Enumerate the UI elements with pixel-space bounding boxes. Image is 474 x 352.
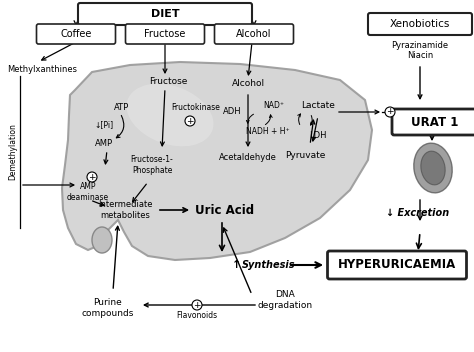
Text: +: +	[193, 301, 201, 309]
Text: Niacin: Niacin	[407, 51, 433, 61]
Text: Purine
compounds: Purine compounds	[82, 298, 134, 318]
Text: Alcohol: Alcohol	[236, 29, 272, 39]
Text: AMP: AMP	[95, 138, 113, 147]
Circle shape	[385, 107, 395, 117]
Text: ↑: ↑	[232, 260, 241, 270]
FancyBboxPatch shape	[368, 13, 472, 35]
Circle shape	[192, 300, 202, 310]
Text: NAD⁺: NAD⁺	[264, 101, 284, 109]
Text: URAT 1: URAT 1	[411, 115, 459, 128]
Circle shape	[185, 116, 195, 126]
Text: Methylxanthines: Methylxanthines	[7, 65, 77, 75]
Text: +: +	[88, 172, 96, 182]
Text: Intermediate
metabolites: Intermediate metabolites	[98, 200, 152, 220]
Text: Pyruvate: Pyruvate	[285, 151, 325, 159]
Text: DIET: DIET	[151, 9, 179, 19]
Circle shape	[87, 172, 97, 182]
Text: NADH + H⁺: NADH + H⁺	[246, 127, 290, 137]
Text: Flavonoids: Flavonoids	[176, 312, 218, 321]
Text: Demethylation: Demethylation	[9, 124, 18, 181]
FancyBboxPatch shape	[328, 251, 466, 279]
Text: ↓ Excretion: ↓ Excretion	[386, 208, 450, 218]
Ellipse shape	[127, 84, 213, 146]
Text: Alcohol: Alcohol	[231, 80, 264, 88]
Text: Xenobiotics: Xenobiotics	[390, 19, 450, 29]
FancyBboxPatch shape	[392, 109, 474, 135]
Text: Fructose: Fructose	[144, 29, 186, 39]
Text: AMP
deaminase: AMP deaminase	[67, 182, 109, 202]
Text: Fructokinase: Fructokinase	[172, 102, 220, 112]
Ellipse shape	[421, 151, 445, 185]
Text: LDH: LDH	[309, 132, 327, 140]
Text: +: +	[386, 107, 394, 117]
Text: HYPERURICAEMIA: HYPERURICAEMIA	[338, 258, 456, 271]
Text: Acetaldehyde: Acetaldehyde	[219, 153, 277, 163]
FancyBboxPatch shape	[126, 24, 204, 44]
Text: ATP: ATP	[114, 103, 129, 113]
Text: Uric Acid: Uric Acid	[195, 203, 255, 216]
Text: ADH: ADH	[223, 107, 241, 117]
Text: ↓[Pi]: ↓[Pi]	[94, 120, 114, 130]
Ellipse shape	[92, 227, 112, 253]
Text: DNA
degradation: DNA degradation	[257, 290, 312, 310]
Polygon shape	[62, 62, 372, 260]
FancyBboxPatch shape	[36, 24, 116, 44]
Text: Lactate: Lactate	[301, 101, 335, 109]
Text: Fructose: Fructose	[149, 77, 187, 87]
FancyBboxPatch shape	[215, 24, 293, 44]
Text: Pyrazinamide: Pyrazinamide	[392, 42, 448, 50]
Text: Fructose-1-
Phosphate: Fructose-1- Phosphate	[131, 155, 173, 175]
FancyBboxPatch shape	[78, 3, 252, 25]
Text: Coffee: Coffee	[60, 29, 91, 39]
Text: Synthesis: Synthesis	[242, 260, 295, 270]
Ellipse shape	[414, 143, 452, 193]
Text: +: +	[186, 117, 194, 126]
